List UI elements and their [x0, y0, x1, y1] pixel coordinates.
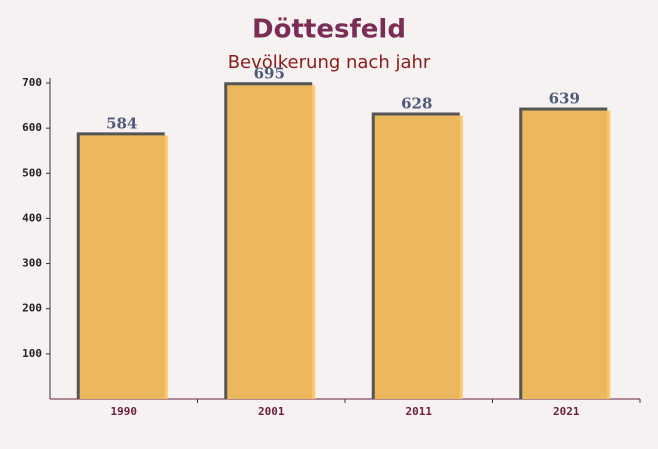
- y-tick-label: 200: [22, 302, 42, 315]
- bar: [374, 115, 463, 399]
- x-tick-label: 2011: [406, 405, 433, 418]
- bar: [79, 135, 168, 399]
- value-label: 628: [401, 95, 432, 113]
- x-tick-label: 1990: [111, 405, 138, 418]
- bar: [522, 110, 611, 399]
- y-tick-label: 300: [22, 257, 42, 270]
- y-tick-label: 600: [22, 121, 42, 134]
- x-tick-label: 2021: [553, 405, 580, 418]
- y-tick-label: 400: [22, 211, 42, 224]
- value-label: 584: [106, 114, 137, 132]
- chart-title: Döttesfeld: [252, 15, 406, 45]
- value-label: 639: [549, 90, 580, 108]
- y-tick-label: 100: [22, 347, 42, 360]
- bar: [227, 85, 316, 399]
- x-tick-label: 2001: [258, 405, 285, 418]
- y-tick-label: 500: [22, 166, 42, 179]
- chart-subtitle: Bevölkerung nach jahr: [228, 52, 431, 73]
- y-tick-label: 700: [22, 76, 42, 89]
- value-label: 695: [254, 64, 285, 82]
